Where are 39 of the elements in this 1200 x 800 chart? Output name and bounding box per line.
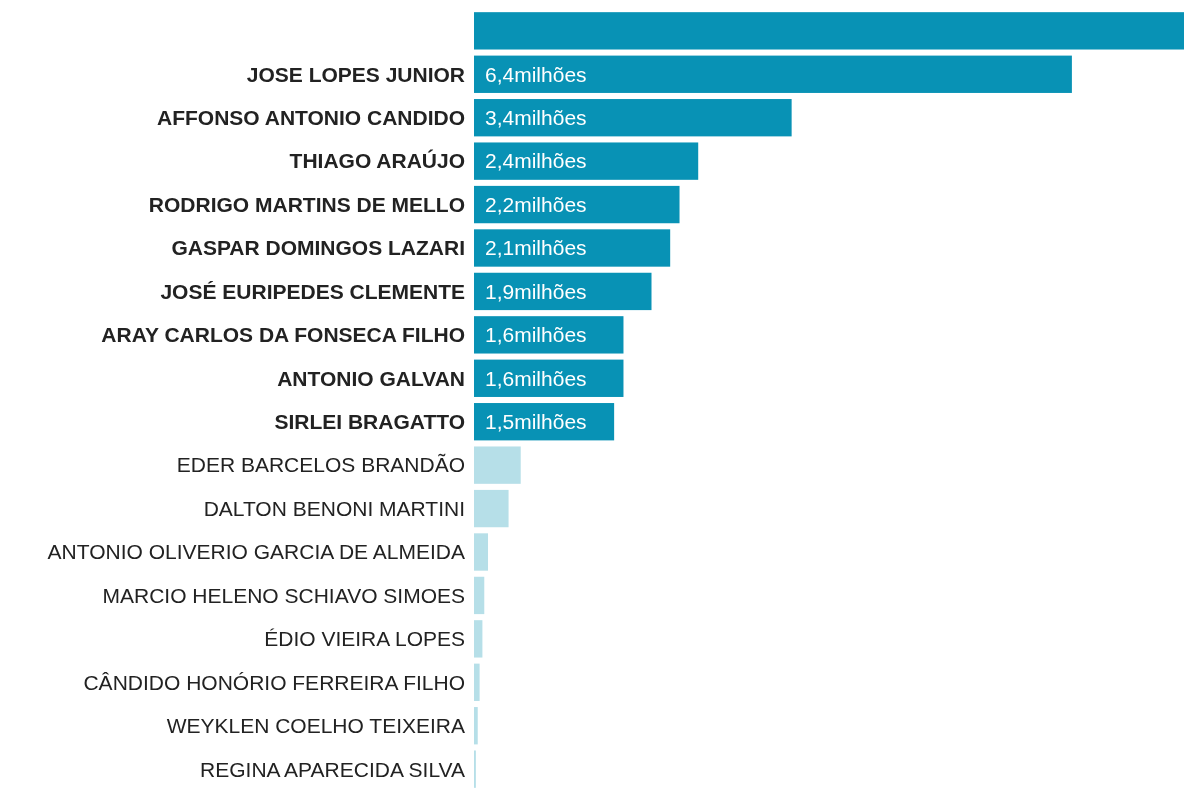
data-label: 1,6milhões <box>485 323 587 347</box>
bar <box>474 12 1184 50</box>
data-label: 1,9milhões <box>485 279 587 303</box>
bar <box>474 576 485 615</box>
data-label: 2,4milhões <box>485 149 587 173</box>
y-tick-label: CÂNDIDO HONÓRIO FERREIRA FILHO <box>83 670 465 694</box>
y-tick-label: ÉDIO VIEIRA LOPES <box>264 627 465 651</box>
bar <box>474 620 483 658</box>
data-label: 1,5milhões <box>485 410 587 434</box>
y-tick-label: REGINA APARECIDA SILVA <box>200 757 465 781</box>
bar <box>474 99 792 137</box>
data-label: 2,1milhões <box>485 236 587 260</box>
y-tick-label: SIRLEI BRAGATTO <box>274 410 465 434</box>
y-tick-label: THIAGO ARAÚJO <box>289 149 465 173</box>
bar <box>474 707 478 745</box>
bar <box>474 533 489 571</box>
y-tick-label: MARCIO HELENO SCHIAVO SIMOES <box>102 583 465 607</box>
bar <box>474 185 680 224</box>
y-tick-label: GASPAR DOMINGOS LAZARI <box>171 236 465 260</box>
y-tick-label: DALTON BENONI MARTINI <box>203 496 465 520</box>
y-tick-label: EDER BARCELOS BRANDÃO <box>176 453 465 477</box>
y-tick-label: JOSE LOPES JUNIOR <box>246 62 465 86</box>
data-label: 6,4milhões <box>485 62 587 86</box>
y-tick-label: ANTONIO OLIVERIO GARCIA DE ALMEIDA <box>47 540 465 564</box>
y-tick-label: RODRIGO MARTINS DE MELLO <box>148 192 465 216</box>
y-tick-label: ANTONIO GALVAN <box>277 366 465 390</box>
bar <box>474 446 521 484</box>
y-tick-label: WEYKLEN COELHO TEIXEIRA <box>166 714 465 738</box>
bar <box>474 55 1072 93</box>
data-label: 3,4milhões <box>485 106 587 130</box>
data-label: 2,2milhões <box>485 192 587 216</box>
bar <box>474 229 671 267</box>
y-tick-label: AFFONSO ANTONIO CANDIDO <box>157 106 465 130</box>
data-label: 1,6milhões <box>485 366 587 390</box>
y-tick-label: JOSÉ EURIPEDES CLEMENTE <box>160 279 465 303</box>
bar <box>474 142 699 180</box>
bar <box>474 489 509 528</box>
bar <box>474 663 480 701</box>
y-tick-label: ARAY CARLOS DA FONSECA FILHO <box>101 323 465 347</box>
